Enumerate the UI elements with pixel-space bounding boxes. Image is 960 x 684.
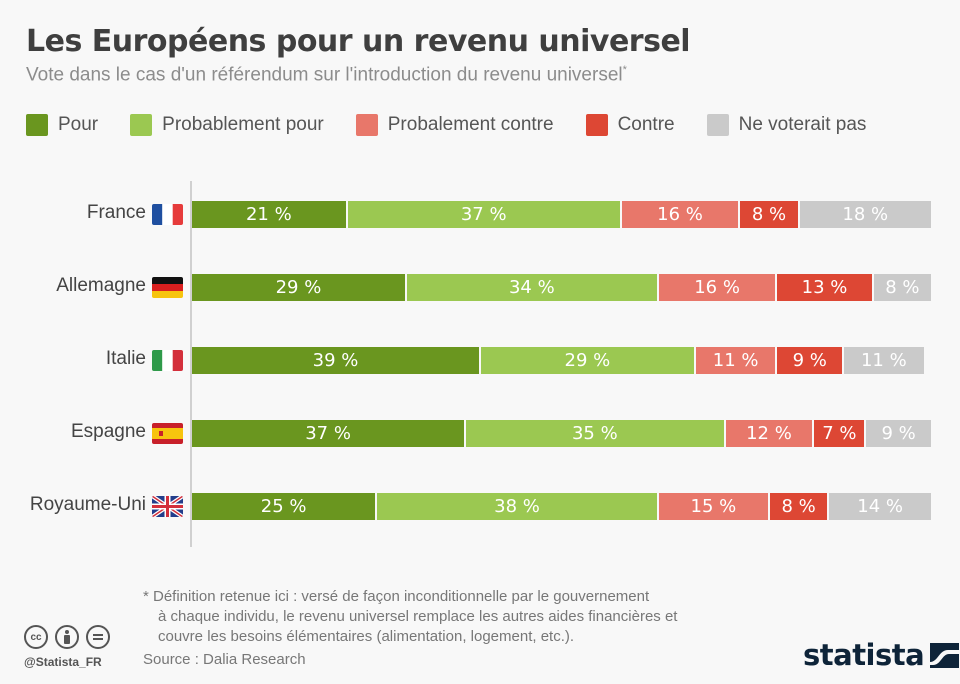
bar-segment: 35 %: [466, 420, 726, 447]
flag-de-icon: [152, 277, 183, 298]
data-label: 39 %: [312, 350, 359, 371]
legend-swatch: [706, 114, 729, 136]
bar-segment: 34 %: [406, 274, 659, 301]
bar-segment: 21 %: [192, 201, 348, 228]
data-label: 12 %: [746, 423, 792, 444]
bar-segment: 25 %: [192, 493, 378, 520]
bar-segment: 16 %: [621, 201, 741, 228]
legend-swatch: [130, 114, 153, 136]
data-label: 11 %: [860, 350, 907, 371]
data-label: 14 %: [857, 496, 903, 517]
data-label: 37 %: [305, 423, 351, 444]
legend: Pour Probablement pour Probalement contre C…: [26, 114, 866, 136]
data-label: 9 %: [881, 423, 916, 444]
legend-label: Contre: [617, 114, 675, 135]
flag-gb-icon: [152, 496, 183, 517]
bar-segment: 9 %: [777, 347, 845, 374]
bar-segment: 9 %: [866, 420, 933, 447]
data-label: 11 %: [712, 350, 759, 371]
legend-label: Probablement pour: [162, 114, 324, 135]
bar-segment: 37 %: [192, 420, 467, 447]
footnote: * Définition retenue ici : versé de faço…: [143, 587, 677, 647]
chart-subtitle: Vote dans le cas d'un référendum sur l'i…: [26, 64, 627, 86]
category-label: Royaume-Uni: [29, 494, 146, 515]
category-label: Allemagne: [56, 275, 146, 296]
statista-logo[interactable]: statista: [803, 638, 960, 672]
data-label: 29 %: [275, 277, 322, 298]
data-label: 29 %: [564, 350, 611, 371]
data-label: 13 %: [801, 277, 848, 298]
legend-item: Ne voterait pas: [706, 114, 867, 136]
footnote-line-1: * Définition retenue ici : versé de faço…: [143, 588, 650, 605]
bar-segment: 12 %: [725, 420, 815, 447]
legend-item: Probablement pour: [130, 114, 324, 136]
bar-segment: 13 %: [777, 274, 874, 301]
bar-segment: 14 %: [829, 493, 933, 520]
bar-segment: 37 %: [347, 201, 622, 228]
legend-swatch: [585, 114, 608, 136]
bar-segment: 29 %: [192, 274, 407, 301]
legend-label: Pour: [58, 114, 99, 135]
data-label: 7 %: [822, 423, 857, 444]
category-label: Espagne: [70, 421, 146, 442]
license-icons: cc: [24, 625, 117, 649]
bar-segment: 11 %: [695, 347, 778, 374]
chart-title: Les Européens pour un revenu universel: [26, 24, 691, 59]
legend-label: Ne voterait pas: [738, 114, 867, 135]
data-label: 21 %: [245, 204, 292, 225]
bar-segment: 29 %: [480, 347, 696, 374]
flag-it-icon: [152, 350, 183, 371]
legend-swatch: [355, 114, 378, 136]
bar-segment: 8 %: [740, 201, 800, 228]
legend-item: Contre: [585, 114, 675, 136]
bar-segment: 8 %: [769, 493, 830, 520]
legend-item: Probalement contre: [355, 114, 554, 136]
legend-item: Pour: [26, 114, 98, 136]
bar-segment: 15 %: [658, 493, 770, 520]
data-label: 9 %: [792, 350, 827, 371]
subtitle-footnote-marker: *: [622, 64, 627, 76]
y-axis-line: [190, 181, 192, 547]
bar-segment: 11 %: [844, 347, 926, 374]
data-label: 15 %: [690, 496, 737, 517]
data-label: 16 %: [694, 277, 740, 298]
data-label: 38 %: [494, 496, 540, 517]
bar-segment: 7 %: [814, 420, 867, 447]
data-label: 34 %: [508, 277, 555, 298]
nd-icon[interactable]: [86, 625, 110, 649]
source-note: Source : Dalia Research: [143, 651, 306, 668]
data-label: 8 %: [751, 204, 787, 225]
flag-es-icon: [152, 423, 183, 444]
bar-segment: 38 %: [377, 493, 659, 520]
by-icon[interactable]: [55, 625, 79, 649]
legend-label: Probalement contre: [387, 114, 554, 135]
data-label: 8 %: [781, 496, 816, 517]
footnote-line-2: à chaque individu, le revenu universel r…: [158, 608, 678, 625]
category-label: France: [86, 202, 146, 223]
statista-logo-icon: [930, 642, 960, 668]
twitter-handle[interactable]: @Statista_FR: [24, 655, 102, 669]
data-label: 16 %: [657, 204, 703, 225]
data-label: 25 %: [260, 496, 307, 517]
bar-segment: 8 %: [873, 274, 933, 301]
subtitle-text: Vote dans le cas d'un référendum sur l'i…: [26, 64, 623, 86]
data-label: 18 %: [842, 204, 889, 225]
data-label: 8 %: [885, 277, 920, 298]
bar-segment: 18 %: [799, 201, 933, 228]
bar-segment: 16 %: [658, 274, 778, 301]
bar-segment: 39 %: [192, 347, 481, 374]
legend-swatch: [26, 114, 48, 136]
data-label: 37 %: [460, 204, 507, 225]
category-label: Italie: [105, 348, 146, 369]
cc-icon[interactable]: cc: [24, 625, 48, 649]
flag-fr-icon: [152, 204, 183, 225]
data-label: 35 %: [571, 423, 618, 444]
brand-name: statista: [803, 638, 925, 672]
footnote-line-3: couvre les besoins élémentaires (aliment…: [158, 628, 575, 645]
